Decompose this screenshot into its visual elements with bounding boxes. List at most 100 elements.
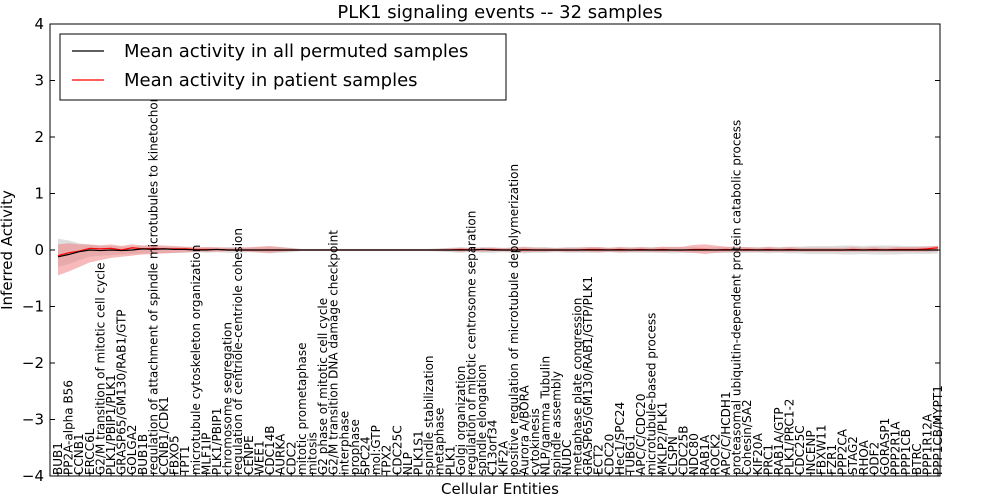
category-label: CDC25B [677, 425, 691, 475]
category-label: spindle assembly [549, 371, 563, 475]
y-tick-label: −4 [22, 467, 44, 485]
category-label: CDC20 [602, 434, 616, 475]
category-label: CDC2 [284, 441, 298, 475]
category-label: proteasomal ubiquitin-dependent protein … [730, 120, 744, 475]
category-label: metaphase [433, 408, 447, 475]
category-label: RAB1A [698, 434, 712, 475]
category-label: positive regulation of microtubule depol… [507, 164, 521, 475]
category-label: BUB1 [51, 442, 65, 475]
category-label: PPP2CA [836, 428, 850, 475]
category-label: WEE1 [252, 440, 266, 475]
category-label: ECT2 [592, 444, 606, 475]
category-label: spindle elongation [475, 364, 489, 475]
category-label: FBXW11 [814, 424, 828, 475]
category-label: PP2A-alpha B56 [62, 380, 76, 475]
category-label: metaphase plate congression [571, 298, 585, 475]
category-label: GORASP1 [878, 418, 892, 475]
category-label: G2/M transition DNA damage checkpoint [327, 230, 341, 475]
category-label: CLSPN [666, 436, 680, 475]
category-label: NLP [401, 452, 415, 475]
category-label: ERCC6L [83, 428, 97, 475]
category-label: G2/M transition of mitotic cell cycle [93, 262, 107, 475]
category-label: PLK1/PRC1-2 [783, 399, 797, 475]
category-label: SPC24 [358, 436, 372, 475]
category-label: prophase [348, 419, 362, 475]
category-label: AURKA [274, 433, 288, 475]
category-label: RAB1A/GTP [772, 407, 786, 475]
x-axis-label: Cellular Entities [441, 480, 559, 498]
category-label: BUB1B [136, 434, 150, 475]
category-label: CDC25C [793, 425, 807, 475]
category-label: GRASP65/GM130/RAB1/GTP/PLK1 [581, 276, 595, 475]
category-label: TPX2 [380, 445, 394, 476]
y-tick-label: 2 [34, 128, 44, 146]
y-tick-label: 1 [34, 185, 44, 203]
category-label: NUDC [560, 440, 574, 475]
category-label: FBXO5 [168, 435, 182, 475]
category-label: MKLP2/PLK1 [655, 402, 669, 475]
legend-box [59, 33, 507, 101]
category-label: GOLGA2 [125, 424, 139, 475]
category-label: PPP1R12A [920, 413, 934, 475]
category-label: TPT1 [178, 445, 192, 476]
series-lines [57, 247, 939, 258]
category-label: G2 phase of mitotic cell cycle [316, 298, 330, 475]
category-label: Hec1/SPC24 [613, 402, 627, 475]
category-label: BTRC [910, 443, 924, 475]
confidence-bands [58, 238, 938, 276]
category-label: TUBG1 [624, 434, 638, 476]
category-label: CDC25C [390, 425, 404, 475]
category-label: CCNB1 [72, 433, 86, 475]
category-label: Aurora A/BORA [518, 385, 532, 475]
category-label: KIF20A [751, 432, 765, 475]
category-label: spindle stabilization [422, 355, 436, 475]
category-label: INCENP [804, 430, 818, 475]
category-label: CCNB1/CDK1 [157, 396, 171, 475]
category-label: regulation of attachment of spindle micr… [146, 90, 160, 475]
category-label: PLK1 [443, 446, 457, 475]
category-label: PPP1CB/MYPT1 [931, 385, 945, 475]
category-label: GRASP65/GM130/RAB1/GTP [115, 309, 129, 475]
y-tick-label: 3 [34, 72, 44, 90]
category-label: regulation of centriole-centriole cohesi… [231, 228, 245, 475]
category-label: microtubule cytoskeleton organization [189, 245, 203, 475]
category-label: MLF1IP [199, 433, 213, 475]
category-label: STAG2 [846, 436, 860, 475]
chart-title: PLK1 signaling events -- 32 samples [337, 2, 662, 23]
category-label: CDC14B [263, 426, 277, 476]
category-label: KIF2A [496, 440, 510, 475]
category-label: RHOA [857, 439, 871, 475]
category-label: PLK1/PBIP1 [210, 408, 224, 475]
patient-confidence-band [58, 243, 938, 276]
category-label: mol:GTP [369, 425, 383, 475]
category-label: Golgi organization [454, 366, 468, 475]
category-label: mitosis [305, 432, 319, 475]
y-axis-label: Inferred Activity [0, 190, 16, 310]
category-label: ODF2 [867, 442, 881, 475]
legend: Mean activity in all permuted samples Me… [59, 33, 507, 101]
category-label: Cohesin/SA2 [740, 399, 754, 475]
category-label: interphase [337, 411, 351, 475]
category-label: mitotic prometaphase [295, 343, 309, 476]
y-tick-label: −3 [22, 411, 44, 429]
category-label: PLK1/PBIP1/PLK1 [104, 374, 118, 475]
category-label: C13orf34 [486, 420, 500, 475]
category-label: PRC1 [761, 444, 775, 475]
y-axis-ticks: 4 3 2 1 0 −1 −2 −3 −4 [22, 15, 940, 485]
y-tick-label: −1 [22, 298, 44, 316]
category-label: APC/C/HCDH1 [719, 391, 733, 475]
category-label: cytokinesis [528, 408, 542, 475]
y-tick-label: −2 [22, 354, 44, 372]
series-line-permuted [57, 248, 938, 258]
category-label: FZR1 [825, 444, 839, 475]
category-label: PLK1S1 [411, 430, 425, 475]
category-label: ROCK2 [708, 433, 722, 475]
category-label: NLP/gamma Tubulin [539, 356, 553, 475]
legend-label-permuted: Mean activity in all permuted samples [124, 41, 468, 62]
category-label: microtubule-based process [645, 313, 659, 475]
category-label: APC/C/CDC20 [634, 393, 648, 475]
category-label: regulation of mitotic centrosome separat… [464, 211, 478, 475]
permuted-confidence-band [58, 238, 938, 267]
